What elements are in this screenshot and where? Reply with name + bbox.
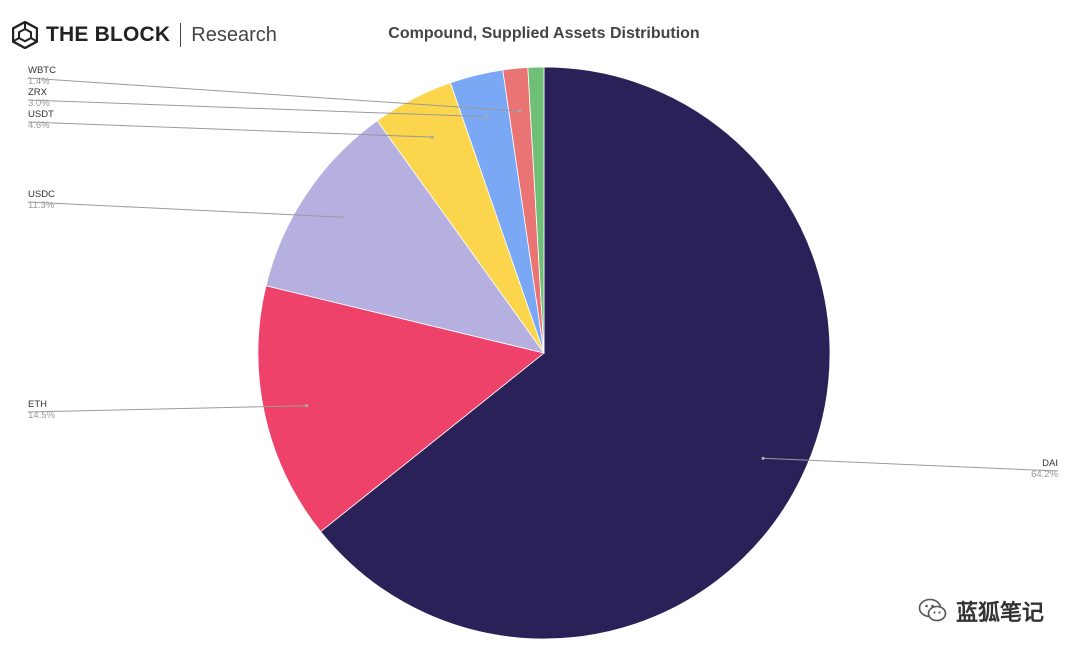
leader-dot-zrx bbox=[484, 115, 489, 119]
brand-subtitle: Research bbox=[191, 23, 277, 46]
pie-slice-slice-6 bbox=[527, 66, 545, 354]
brand-divider bbox=[180, 23, 182, 47]
leader-dot-wbtc bbox=[518, 109, 522, 113]
pie-slice-eth bbox=[257, 285, 545, 533]
slice-value-eth: 14.5% bbox=[28, 410, 55, 421]
slice-value-usdc: 11.3% bbox=[28, 200, 55, 211]
leader-line-usdc bbox=[27, 201, 343, 218]
leader-dot-dai bbox=[761, 456, 765, 460]
watermark-text: 蓝狐笔记 bbox=[955, 601, 1044, 626]
slice-label-zrx: ZRX bbox=[28, 87, 48, 98]
leader-line-dai bbox=[763, 457, 1059, 472]
leader-line-zrx bbox=[27, 99, 487, 118]
slice-value-usdt: 4.6% bbox=[28, 120, 50, 131]
leader-dot-eth bbox=[305, 404, 309, 408]
slice-value-wbtc: 1.4% bbox=[28, 76, 50, 87]
slice-label-dai: DAI bbox=[1042, 458, 1058, 469]
watermark: 蓝狐笔记 bbox=[918, 595, 1044, 627]
chart-title: Compound, Supplied Assets Distribution bbox=[388, 25, 700, 42]
leader-line-wbtc bbox=[27, 77, 520, 112]
slice-label-usdt: USDT bbox=[28, 109, 54, 120]
slice-value-zrx: 3.0% bbox=[28, 98, 50, 109]
leader-line-eth bbox=[27, 405, 307, 413]
slice-label-eth: ETH bbox=[28, 399, 47, 410]
slice-label-wbtc: WBTC bbox=[28, 65, 56, 76]
cube-icon bbox=[12, 21, 38, 49]
leader-dot-usdc bbox=[340, 215, 344, 219]
brand-logo: THE BLOCK Research bbox=[12, 20, 277, 50]
brand-name: THE BLOCK bbox=[46, 23, 171, 46]
leader-dot-usdt bbox=[430, 135, 434, 139]
pie-slice-usdc bbox=[265, 120, 545, 354]
slice-value-dai: 64.2% bbox=[1031, 469, 1058, 480]
slice-label-usdc: USDC bbox=[28, 189, 55, 200]
wechat-icon bbox=[918, 598, 947, 622]
leader-line-usdt bbox=[27, 121, 433, 138]
pie-slice-dai bbox=[320, 66, 831, 640]
